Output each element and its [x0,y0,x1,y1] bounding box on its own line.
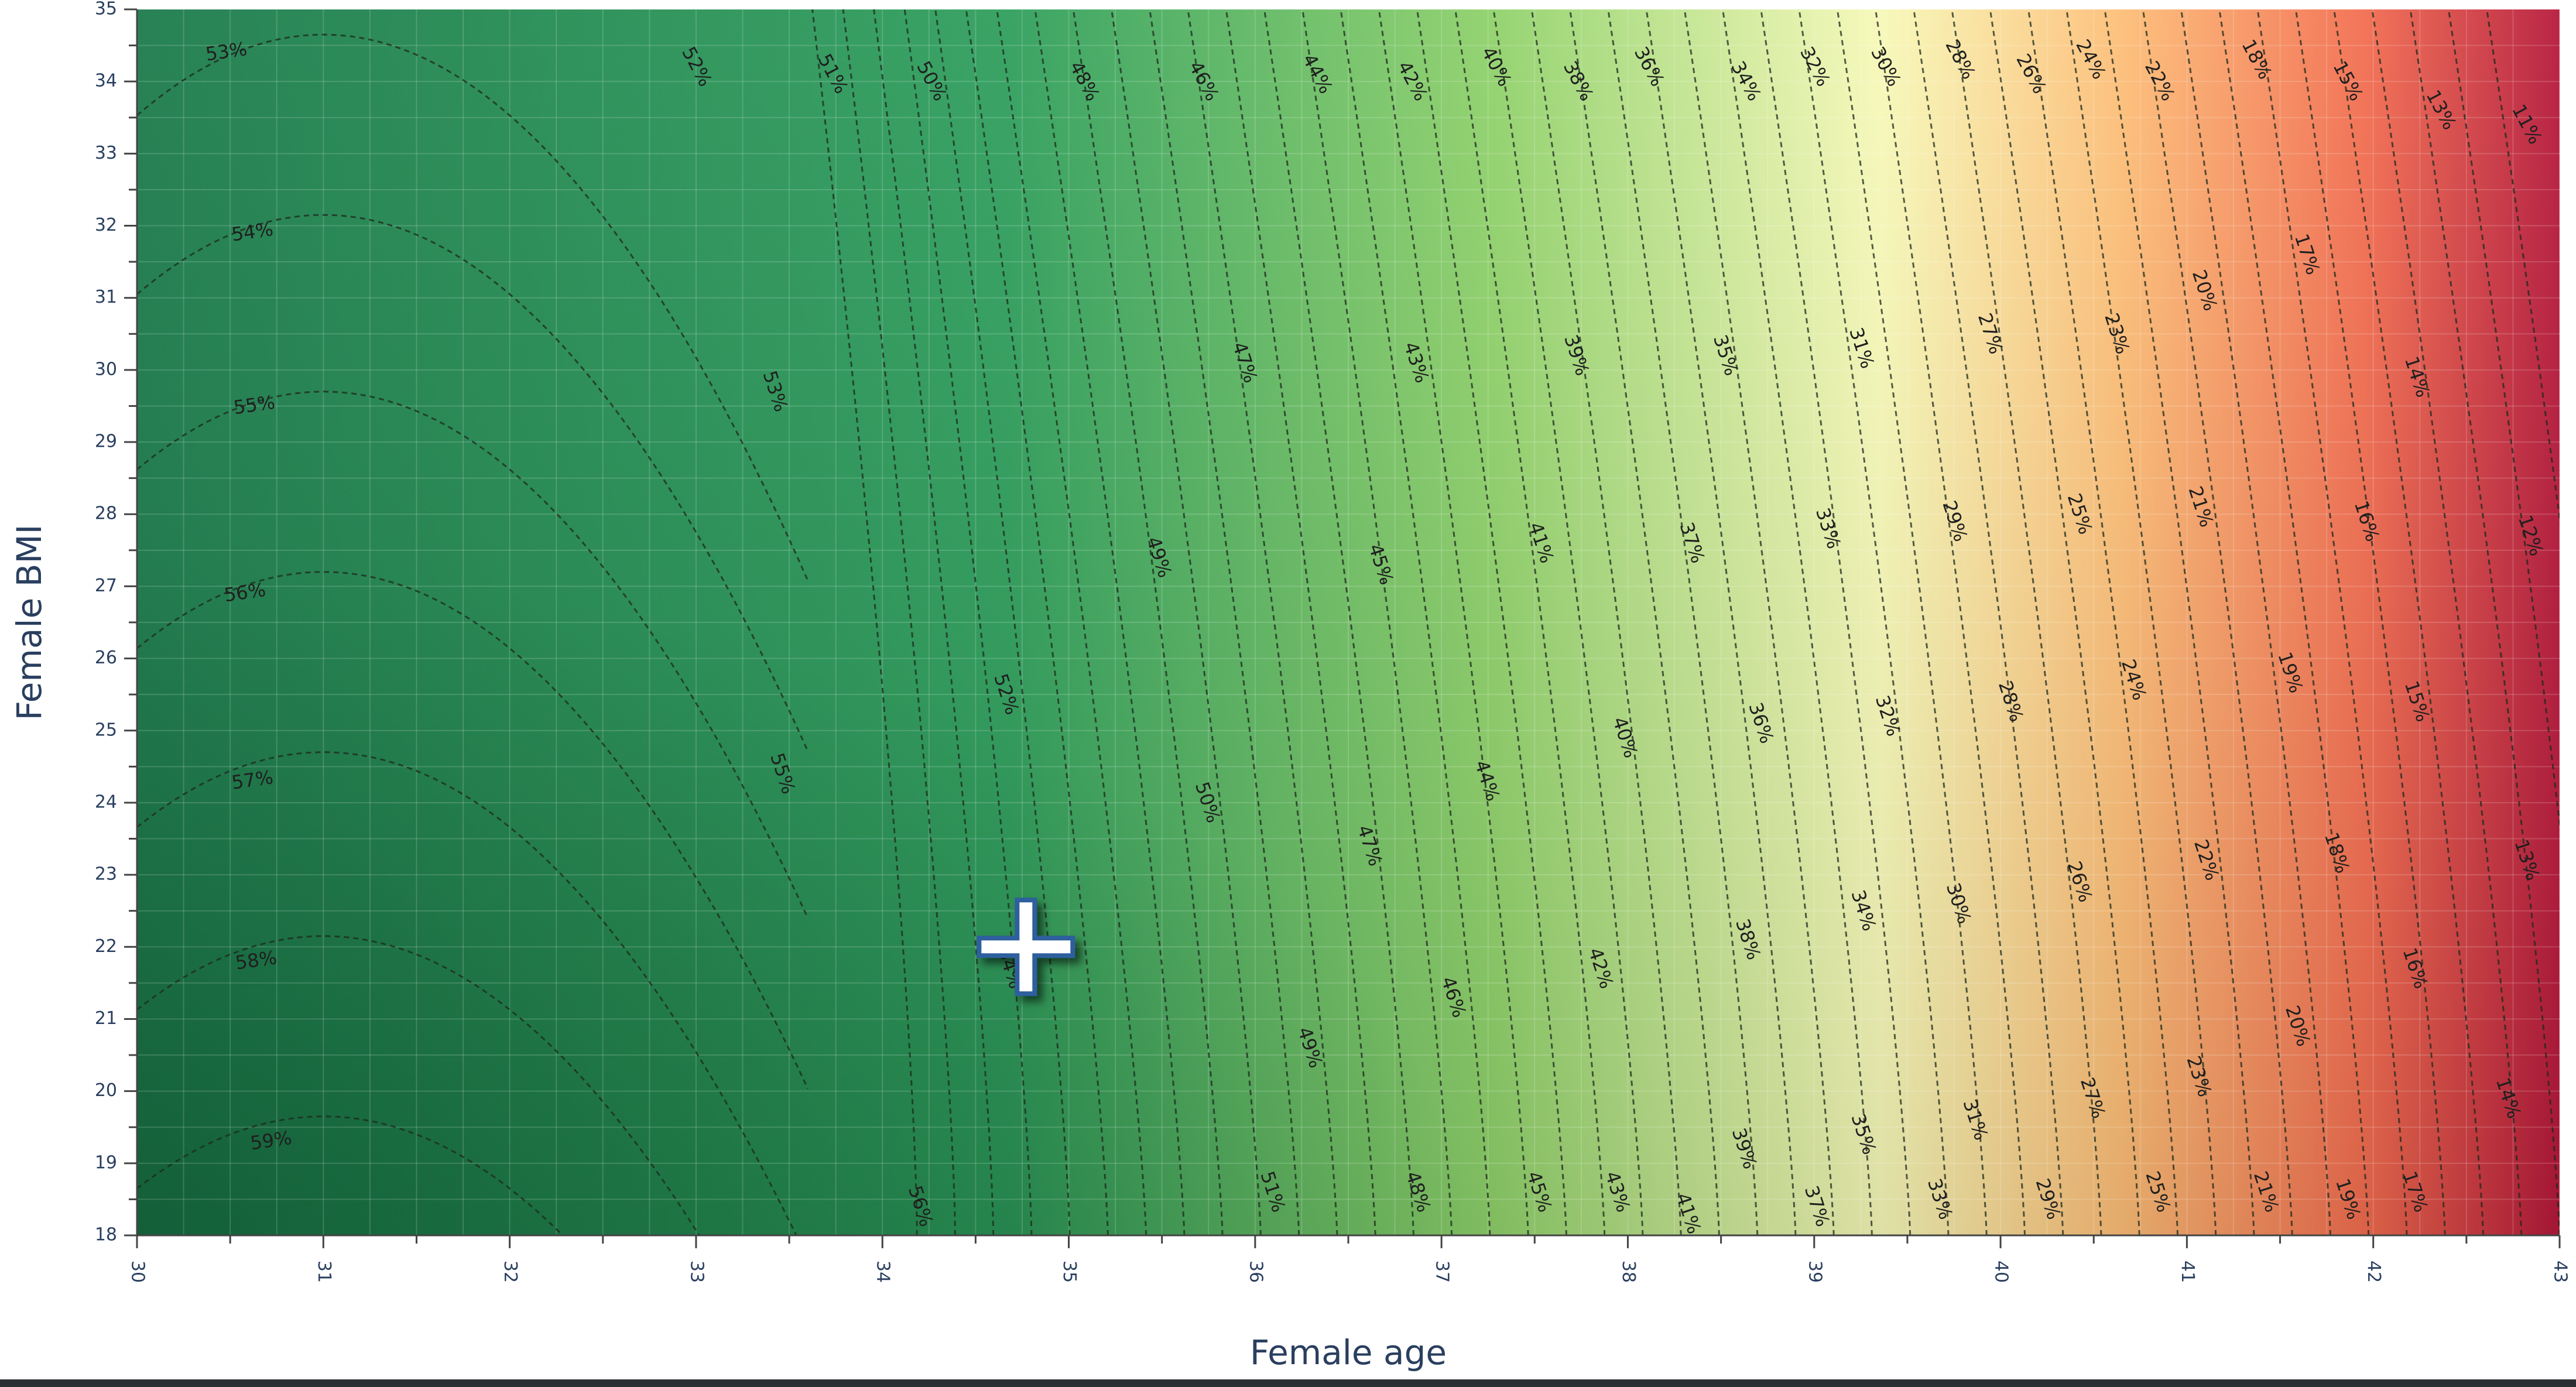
heatmap-dark-corner [137,9,2560,1235]
x-tick-label: 37 [1432,1261,1453,1283]
y-tick-label: 25 [95,720,117,740]
y-tick-label: 24 [95,792,117,812]
y-tick-label: 22 [95,936,117,957]
x-tick-label: 39 [1804,1261,1825,1283]
y-tick-label: 20 [95,1080,117,1101]
y-tick-label: 30 [95,359,117,379]
x-axis: 30 31 32 33 34 35 36 37 38 39 40 41 42 43 [128,1234,2571,1283]
y-tick-label: 34 [95,71,117,91]
contour-line-59 [137,1115,564,1235]
contour-line-53 [137,33,809,581]
y-tick-label: 31 [95,287,117,307]
y-tick-label: 35 [95,0,117,19]
x-tick-label: 40 [1991,1261,2012,1283]
x-tick-label: 36 [1245,1261,1266,1283]
contour-line-56 [811,9,918,1235]
y-tick-label: 19 [95,1152,117,1173]
crosshair-plus-shape [977,898,1075,996]
x-tick-label: 35 [1059,1261,1080,1283]
y-tick-label: 32 [95,215,117,235]
x-axis-title: Female age [1250,1333,1447,1372]
crosshair-plus-icon [977,898,1075,996]
corner-shade [137,9,2560,1235]
y-tick-label: 33 [95,143,117,163]
y-tick-label: 29 [95,431,117,452]
y-tick-label: 26 [95,648,117,668]
contour-line-54 [873,9,995,1235]
y-axis: 18 19 20 21 22 23 24 25 26 27 28 29 30 31 32 33 34 35 [95,0,138,1245]
y-tick-label: 23 [95,864,117,885]
contour-line-57 [137,751,797,1235]
y-axis-title: Female BMI [9,524,49,720]
x-tick-label: 41 [2177,1261,2198,1283]
x-tick-label: 43 [2550,1261,2571,1283]
contour-lines [137,9,2560,1235]
y-tick-label: 27 [95,576,117,596]
contour-line-58 [137,935,701,1235]
x-tick-label: 32 [500,1261,520,1283]
y-tick-label: 18 [95,1225,117,1245]
x-tick-label: 42 [2363,1261,2384,1283]
x-tick-label: 38 [1618,1261,1639,1283]
x-tick-label: 31 [314,1261,334,1283]
x-tick-label: 33 [686,1261,707,1283]
grid-lines [137,9,2560,1235]
plot-area[interactable]: 53%54%55%56%57%58%59%52% 51% 50% 48% 46% 44% 4… [137,9,2576,1268]
y-tick-label: 21 [95,1008,117,1029]
contour-line-55 [842,9,956,1235]
contour-line-54 [137,214,809,752]
window-bottom-edge [0,1379,2576,1387]
contour-line-55 [137,391,809,919]
x-tick-label: 34 [873,1261,893,1283]
x-tick-label: 30 [128,1261,148,1283]
y-tick-label: 28 [95,504,117,524]
